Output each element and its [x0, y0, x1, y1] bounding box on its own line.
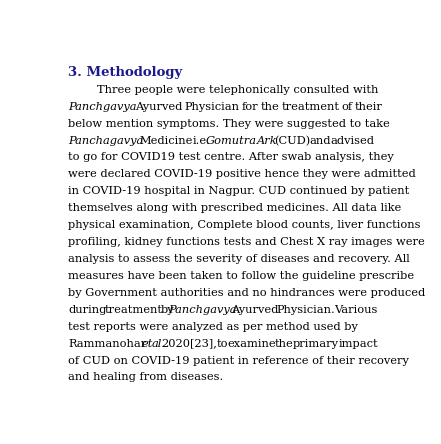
Text: Panchgavya: Panchgavya: [68, 102, 137, 111]
Text: primary: primary: [293, 339, 339, 349]
Text: and healing from diseases.: and healing from diseases.: [68, 373, 223, 382]
Text: during: during: [68, 305, 106, 315]
Text: i.e.: i.e.: [193, 135, 210, 146]
Text: Ark: Ark: [257, 135, 277, 146]
Text: themselves along with prescribed medicines. All data like: themselves along with prescribed medicin…: [68, 203, 401, 213]
Text: their: their: [355, 102, 382, 111]
Text: of: of: [341, 102, 352, 111]
Text: to go for COVID19 test centre. After swab analysis, they: to go for COVID19 test centre. After swa…: [68, 152, 394, 163]
Text: by Government authorities and no hindrances were produced: by Government authorities and no hindran…: [68, 288, 426, 298]
Text: impact: impact: [338, 339, 378, 349]
Text: were declared COVID-19 positive hence they were admitted: were declared COVID-19 positive hence th…: [68, 169, 416, 179]
Text: Panchgavya: Panchgavya: [168, 305, 236, 315]
Text: 3. Methodology: 3. Methodology: [68, 66, 183, 79]
Text: al.: al.: [152, 339, 166, 349]
Text: examine: examine: [227, 339, 276, 349]
Text: Physician.: Physician.: [277, 305, 335, 315]
Text: Physician: Physician: [184, 102, 239, 111]
Text: physical examination, Complete blood counts, liver functions: physical examination, Complete blood cou…: [68, 220, 421, 230]
Text: to: to: [217, 339, 228, 349]
Text: Medicine: Medicine: [139, 135, 193, 146]
Text: 2020[23],: 2020[23],: [161, 339, 217, 349]
Text: treatment: treatment: [105, 305, 163, 315]
Text: the: the: [260, 102, 279, 111]
Text: by: by: [161, 305, 175, 315]
Text: Panchagavya: Panchagavya: [68, 135, 143, 146]
Text: Three people were telephonically consulted with: Three people were telephonically consult…: [68, 85, 378, 95]
Text: Ayurved: Ayurved: [231, 305, 278, 315]
Text: the: the: [275, 339, 294, 349]
Text: Gomutra: Gomutra: [206, 135, 257, 146]
Text: of CUD on COVID-19 patient in reference of their recovery: of CUD on COVID-19 patient in reference …: [68, 356, 409, 365]
Text: test reports were analyzed as per method used by: test reports were analyzed as per method…: [68, 321, 358, 332]
Text: advised: advised: [331, 135, 375, 146]
Text: and: and: [310, 135, 331, 146]
Text: profiling, kidney functions tests and Chest X ray images were: profiling, kidney functions tests and Ch…: [68, 237, 425, 247]
Text: treatment: treatment: [281, 102, 339, 111]
Text: (CUD): (CUD): [273, 135, 310, 146]
Text: et: et: [141, 339, 153, 349]
Text: for: for: [242, 102, 258, 111]
Text: Rammanohar: Rammanohar: [68, 339, 146, 349]
Text: below mention symptoms. They were suggested to take: below mention symptoms. They were sugges…: [68, 119, 390, 129]
Text: Ayurved: Ayurved: [135, 102, 183, 111]
Text: analysis to assess the severity of diseases and recovery. All: analysis to assess the severity of disea…: [68, 254, 410, 264]
Text: in COVID-19 hospital in Nagpur. CUD continued by patient: in COVID-19 hospital in Nagpur. CUD cont…: [68, 186, 409, 196]
Text: Various: Various: [334, 305, 377, 315]
Text: measures have been taken to follow the guideline prescribe: measures have been taken to follow the g…: [68, 271, 414, 281]
